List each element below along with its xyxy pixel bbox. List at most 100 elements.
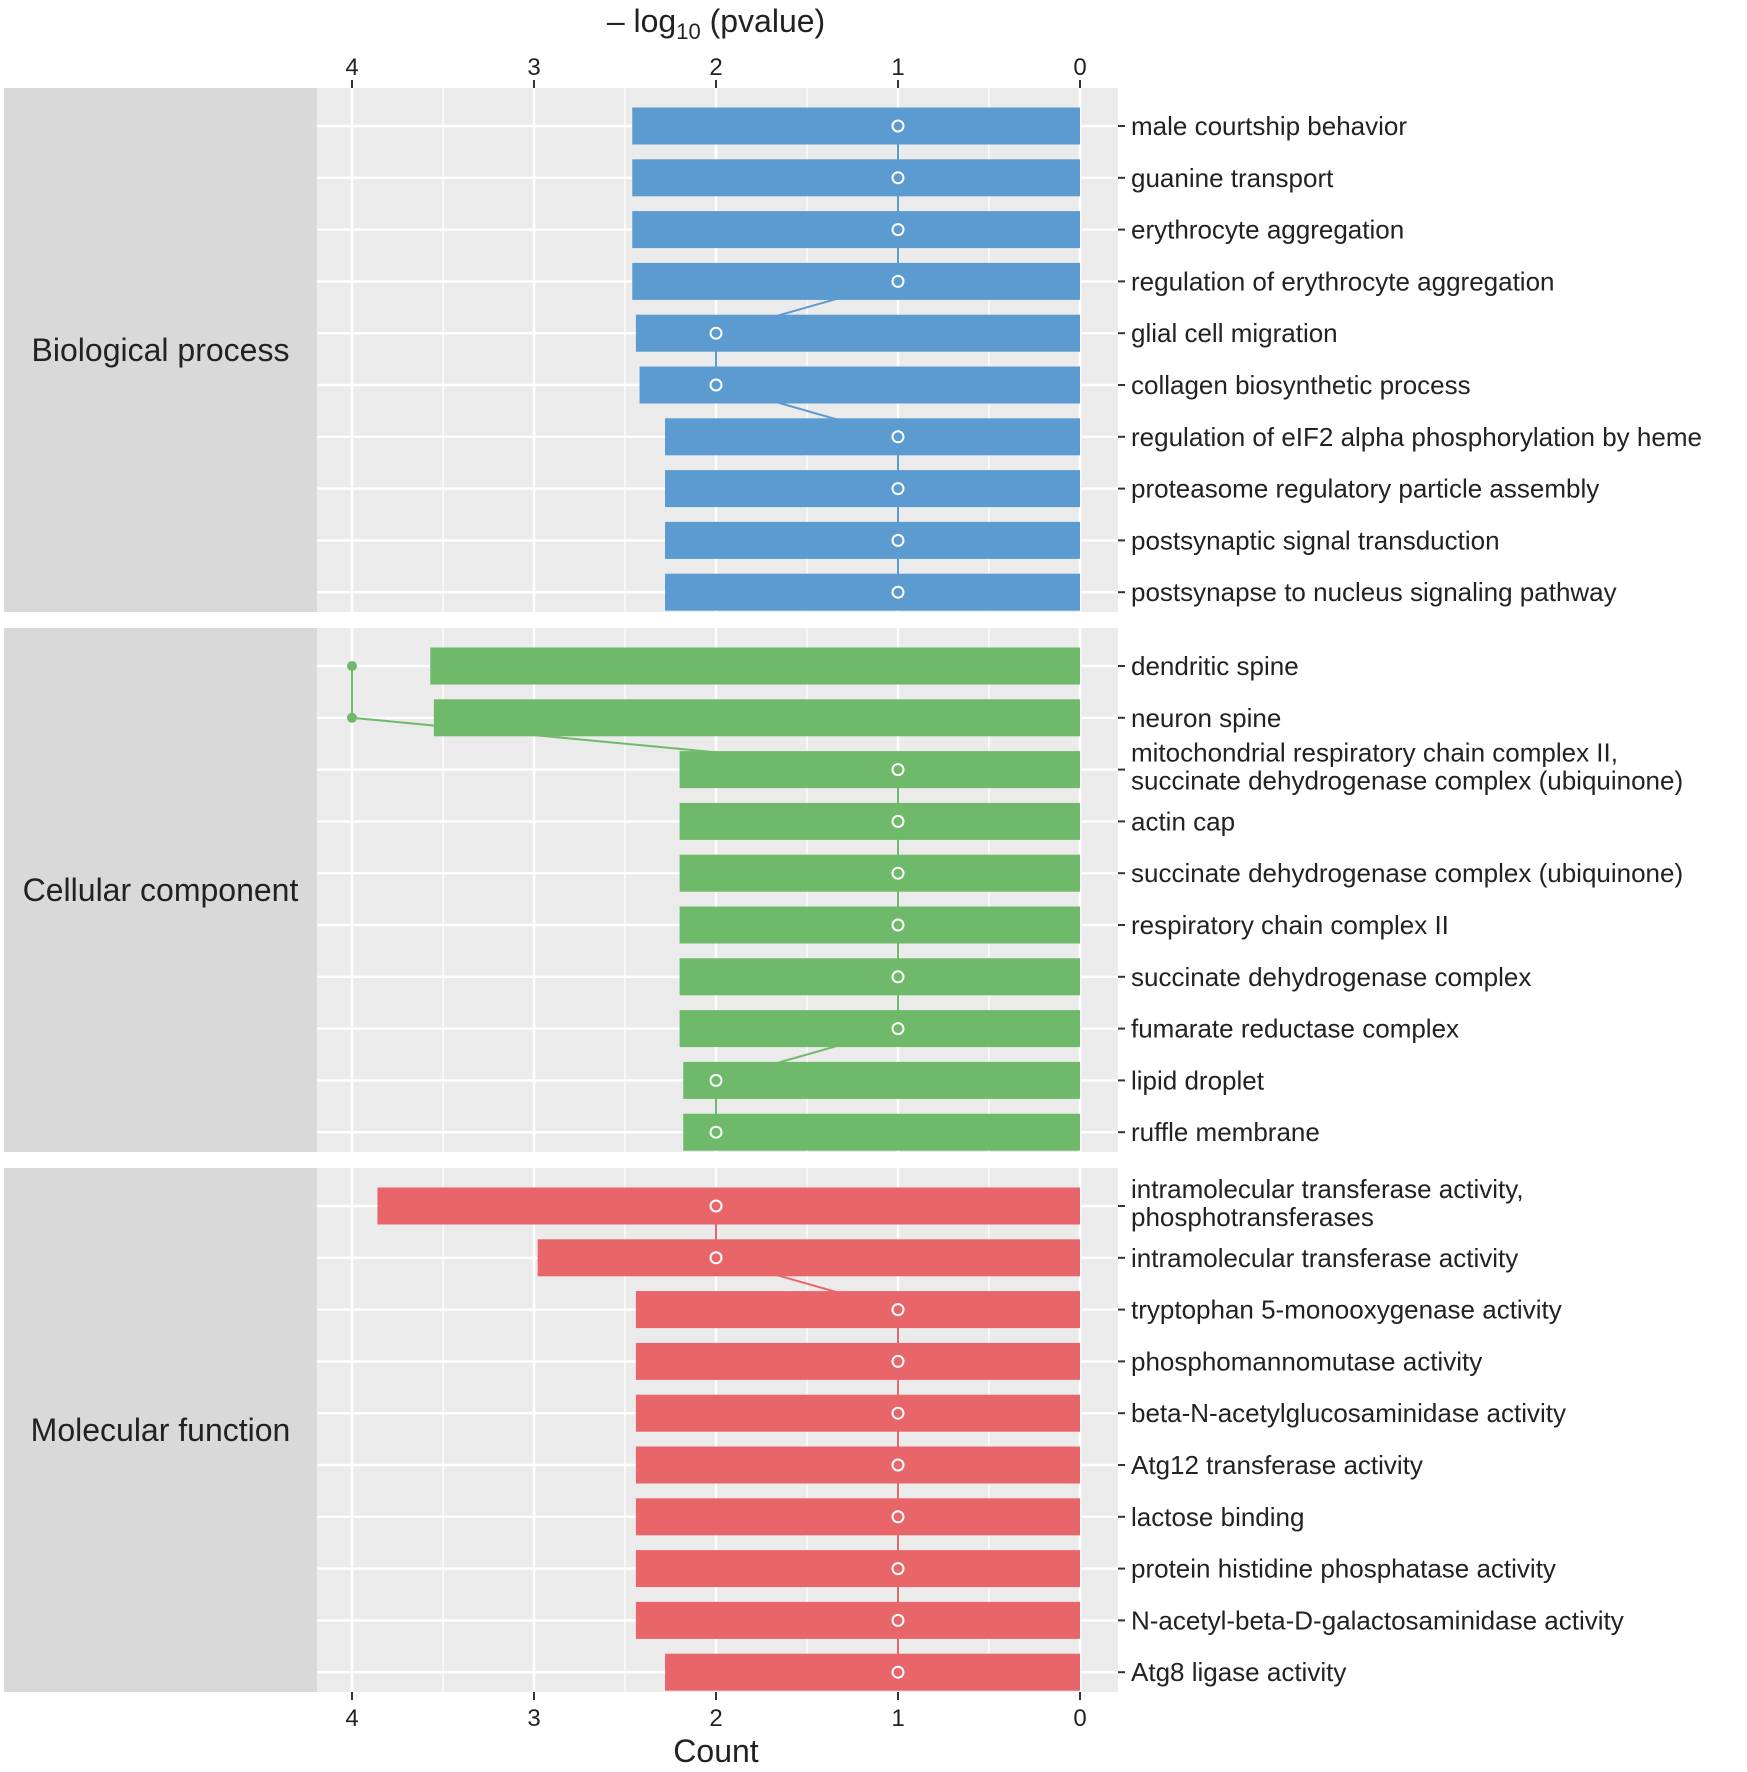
count-point (891, 866, 905, 880)
facet-strip (4, 1168, 317, 1692)
count-point (891, 482, 905, 496)
y-tick-label: beta-N-acetylglucosaminidase activity (1131, 1398, 1566, 1428)
bar (683, 1061, 1080, 1099)
count-point (891, 1406, 905, 1420)
facet-strip-label: Molecular function (31, 1412, 291, 1448)
y-tick-label: succinate dehydrogenase complex (ubiquin… (1131, 858, 1683, 888)
bar (665, 1653, 1080, 1691)
bar (679, 854, 1080, 892)
panels-layer: Biological process Cellular component Mole… (4, 88, 1118, 1692)
bar (632, 159, 1080, 197)
bottom-axis-title: Count (673, 1733, 759, 1769)
y-tick-label: glial cell migration (1131, 318, 1338, 348)
bar (377, 1187, 1081, 1225)
bar (665, 470, 1080, 508)
count-point (891, 430, 905, 444)
y-tick-label: male courtship behavior (1131, 111, 1407, 141)
count-point (891, 918, 905, 932)
bar (679, 958, 1080, 996)
count-point (709, 1073, 723, 1087)
bar (679, 906, 1080, 944)
count-point (891, 1303, 905, 1317)
bar (635, 1342, 1080, 1380)
count-point (709, 1125, 723, 1139)
y-tick-label: tryptophan 5-monooxygenase activity (1131, 1295, 1562, 1325)
y-tick-label: N-acetyl-beta-D-galactosaminidase activi… (1131, 1605, 1624, 1635)
facet-strip (4, 628, 317, 1152)
facet-panel: Molecular function (4, 1168, 1118, 1692)
count-point (891, 1562, 905, 1576)
count-point (891, 1665, 905, 1679)
bottom-x-tick-label: 4 (345, 1705, 358, 1732)
facet-strip-label: Cellular component (23, 872, 299, 908)
y-tick-label: dendritic spine (1131, 651, 1299, 681)
bar (430, 647, 1080, 685)
count-point (891, 970, 905, 984)
bar (665, 418, 1080, 456)
count-point (891, 814, 905, 828)
y-tick-label: erythrocyte aggregation (1131, 215, 1404, 245)
bar (537, 1239, 1080, 1277)
bar (679, 751, 1080, 789)
bar (632, 211, 1080, 249)
bar (639, 366, 1080, 404)
count-point (709, 378, 723, 392)
bar (433, 699, 1080, 737)
bar (635, 1601, 1080, 1639)
y-tick-label: lactose binding (1131, 1502, 1304, 1532)
y-tick-label: guanine transport (1131, 163, 1334, 193)
facet-panel: Biological process (4, 88, 1118, 612)
y-tick-label: succinate dehydrogenase complex (1131, 962, 1531, 992)
count-line (715, 1206, 899, 1673)
count-point (891, 1510, 905, 1524)
facet-strip (4, 88, 317, 612)
count-point (891, 1022, 905, 1036)
y-tick-label: phosphomannomutase activity (1131, 1346, 1482, 1376)
facet-strip-label: Biological process (32, 332, 290, 368)
bar (635, 1498, 1080, 1536)
y-tick-label: postsynapse to nucleus signaling pathway (1131, 577, 1617, 607)
y-tick-label: intramolecular transferase activity (1131, 1243, 1518, 1273)
y-tick-label-line: succinate dehydrogenase complex (ubiquin… (1131, 766, 1683, 796)
y-tick-label: lipid droplet (1131, 1065, 1265, 1095)
count-point (709, 1199, 723, 1213)
count-point (891, 763, 905, 777)
count-point (709, 1251, 723, 1265)
y-tick-label: Atg12 transferase activity (1131, 1450, 1423, 1480)
y-tick-label: mitochondrial respiratory chain complex … (1131, 738, 1683, 796)
bar (665, 521, 1080, 559)
count-point (891, 1354, 905, 1368)
facet-panel: Cellular component (4, 628, 1118, 1152)
count-line (715, 126, 899, 593)
top-x-tick-label: 0 (1073, 54, 1086, 81)
bottom-x-tick-label: 3 (527, 1705, 540, 1732)
count-point (891, 223, 905, 237)
y-tick-label: intramolecular transferase activity, phos… (1131, 1174, 1524, 1232)
top-x-tick-label: 1 (891, 54, 904, 81)
bar (683, 1113, 1080, 1151)
count-point (891, 1613, 905, 1627)
top-axis-title-pre: – log (607, 3, 676, 39)
y-tick-label: ruffle membrane (1131, 1117, 1320, 1147)
top-axis-title-sub: 10 (676, 19, 700, 44)
count-point (347, 712, 357, 723)
y-tick-label-line: mitochondrial respiratory chain complex … (1131, 738, 1618, 768)
bottom-x-tick-label: 2 (709, 1705, 722, 1732)
y-tick-label: regulation of erythrocyte aggregation (1131, 266, 1555, 296)
count-line (351, 666, 899, 1133)
bar (635, 1550, 1080, 1588)
y-tick-label: protein histidine phosphatase activity (1131, 1554, 1556, 1584)
bottom-x-tick-label: 1 (891, 1705, 904, 1732)
top-axis-title: – log10 (pvalue) (607, 3, 825, 44)
bar (679, 802, 1080, 840)
y-tick-label: postsynaptic signal transduction (1131, 525, 1500, 555)
bottom-x-tick-label: 0 (1073, 1705, 1086, 1732)
count-point (709, 326, 723, 340)
y-tick-label: actin cap (1131, 806, 1235, 836)
bar (635, 1446, 1080, 1484)
count-point (891, 533, 905, 547)
count-point (891, 585, 905, 599)
bar (665, 573, 1080, 611)
labels-layer: male courtship behavior guanine transport… (1118, 111, 1702, 1687)
